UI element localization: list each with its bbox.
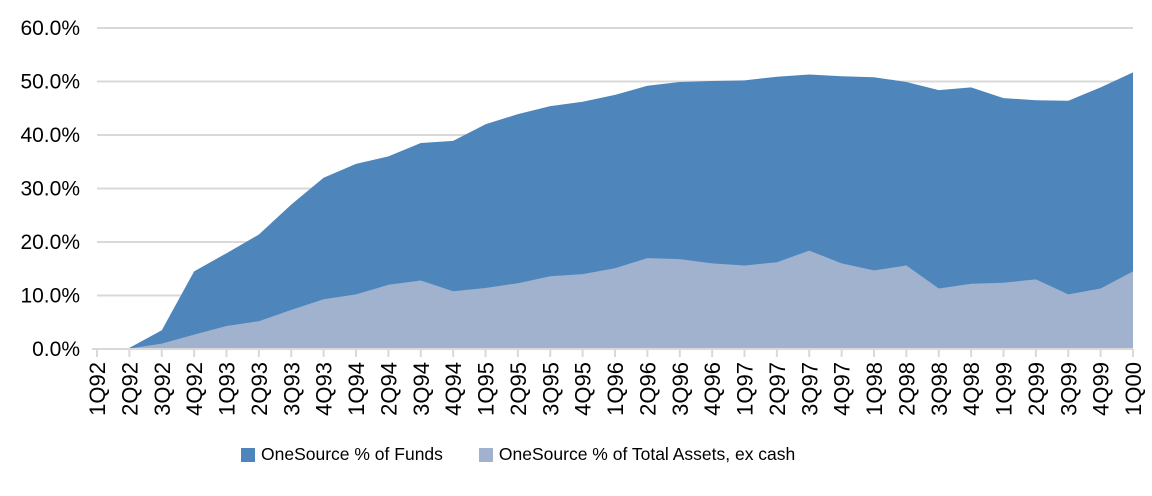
x-tick-label: 4Q97 [830, 362, 855, 416]
x-tick-label: 1Q92 [85, 362, 110, 416]
x-tick-label: 2Q94 [376, 362, 401, 416]
x-tick-label: 4Q96 [700, 362, 725, 416]
x-tick-label: 3Q99 [1056, 362, 1081, 416]
y-tick-label: 10.0% [20, 285, 80, 308]
x-tick-label: 3Q98 [927, 362, 952, 416]
x-tick-label: 1Q95 [474, 362, 499, 416]
x-tick-label: 3Q97 [797, 362, 822, 416]
x-tick-label: 1Q00 [1121, 362, 1146, 416]
y-tick-label: 0.0% [32, 338, 80, 361]
x-tick-label: 4Q92 [182, 362, 207, 416]
x-tick-label: 4Q93 [312, 362, 337, 416]
x-tick-label: 1Q94 [344, 362, 369, 416]
x-tick-label: 3Q92 [150, 362, 175, 416]
series-area-total-assets [97, 250, 1133, 349]
x-tick-label: 2Q92 [117, 362, 142, 416]
x-tick-label: 1Q96 [603, 362, 628, 416]
x-tick-label: 3Q96 [668, 362, 693, 416]
x-tick-label: 4Q94 [441, 362, 466, 416]
x-tick-label: 2Q97 [765, 362, 790, 416]
y-tick-label: 20.0% [20, 231, 80, 254]
x-tick-label: 1Q99 [992, 362, 1017, 416]
legend-swatch-total-assets-icon [478, 447, 493, 462]
x-tick-label: 2Q99 [1024, 362, 1049, 416]
y-tick-label: 30.0% [20, 178, 80, 201]
y-tick-label: 50.0% [20, 71, 80, 94]
x-tick-label: 2Q93 [247, 362, 272, 416]
y-tick-label: 40.0% [20, 124, 80, 147]
x-tick-label: 1Q93 [215, 362, 240, 416]
y-tick-label: 60.0% [20, 17, 80, 40]
x-tick-label: 2Q95 [506, 362, 531, 416]
x-tick-label: 3Q94 [409, 362, 434, 416]
x-tick-label: 1Q98 [862, 362, 887, 416]
x-tick-label: 2Q96 [635, 362, 660, 416]
x-tick-label: 4Q95 [571, 362, 596, 416]
x-tick-label: 4Q99 [1089, 362, 1114, 416]
x-tick-label: 1Q97 [733, 362, 758, 416]
x-tick-label: 2Q98 [894, 362, 919, 416]
legend: OneSource % of Funds OneSource % of Tota… [241, 444, 795, 465]
legend-swatch-funds-icon [241, 447, 255, 462]
legend-item-total-assets: OneSource % of Total Assets, ex cash [478, 444, 796, 465]
legend-item-funds: OneSource % of Funds [241, 444, 443, 465]
x-tick-label: 3Q93 [279, 362, 304, 416]
x-tick-label: 4Q98 [959, 362, 984, 416]
x-tick-label: 3Q95 [538, 362, 563, 416]
legend-label-total-assets: OneSource % of Total Assets, ex cash [498, 444, 796, 464]
legend-label-funds: OneSource % of Funds [261, 444, 443, 464]
